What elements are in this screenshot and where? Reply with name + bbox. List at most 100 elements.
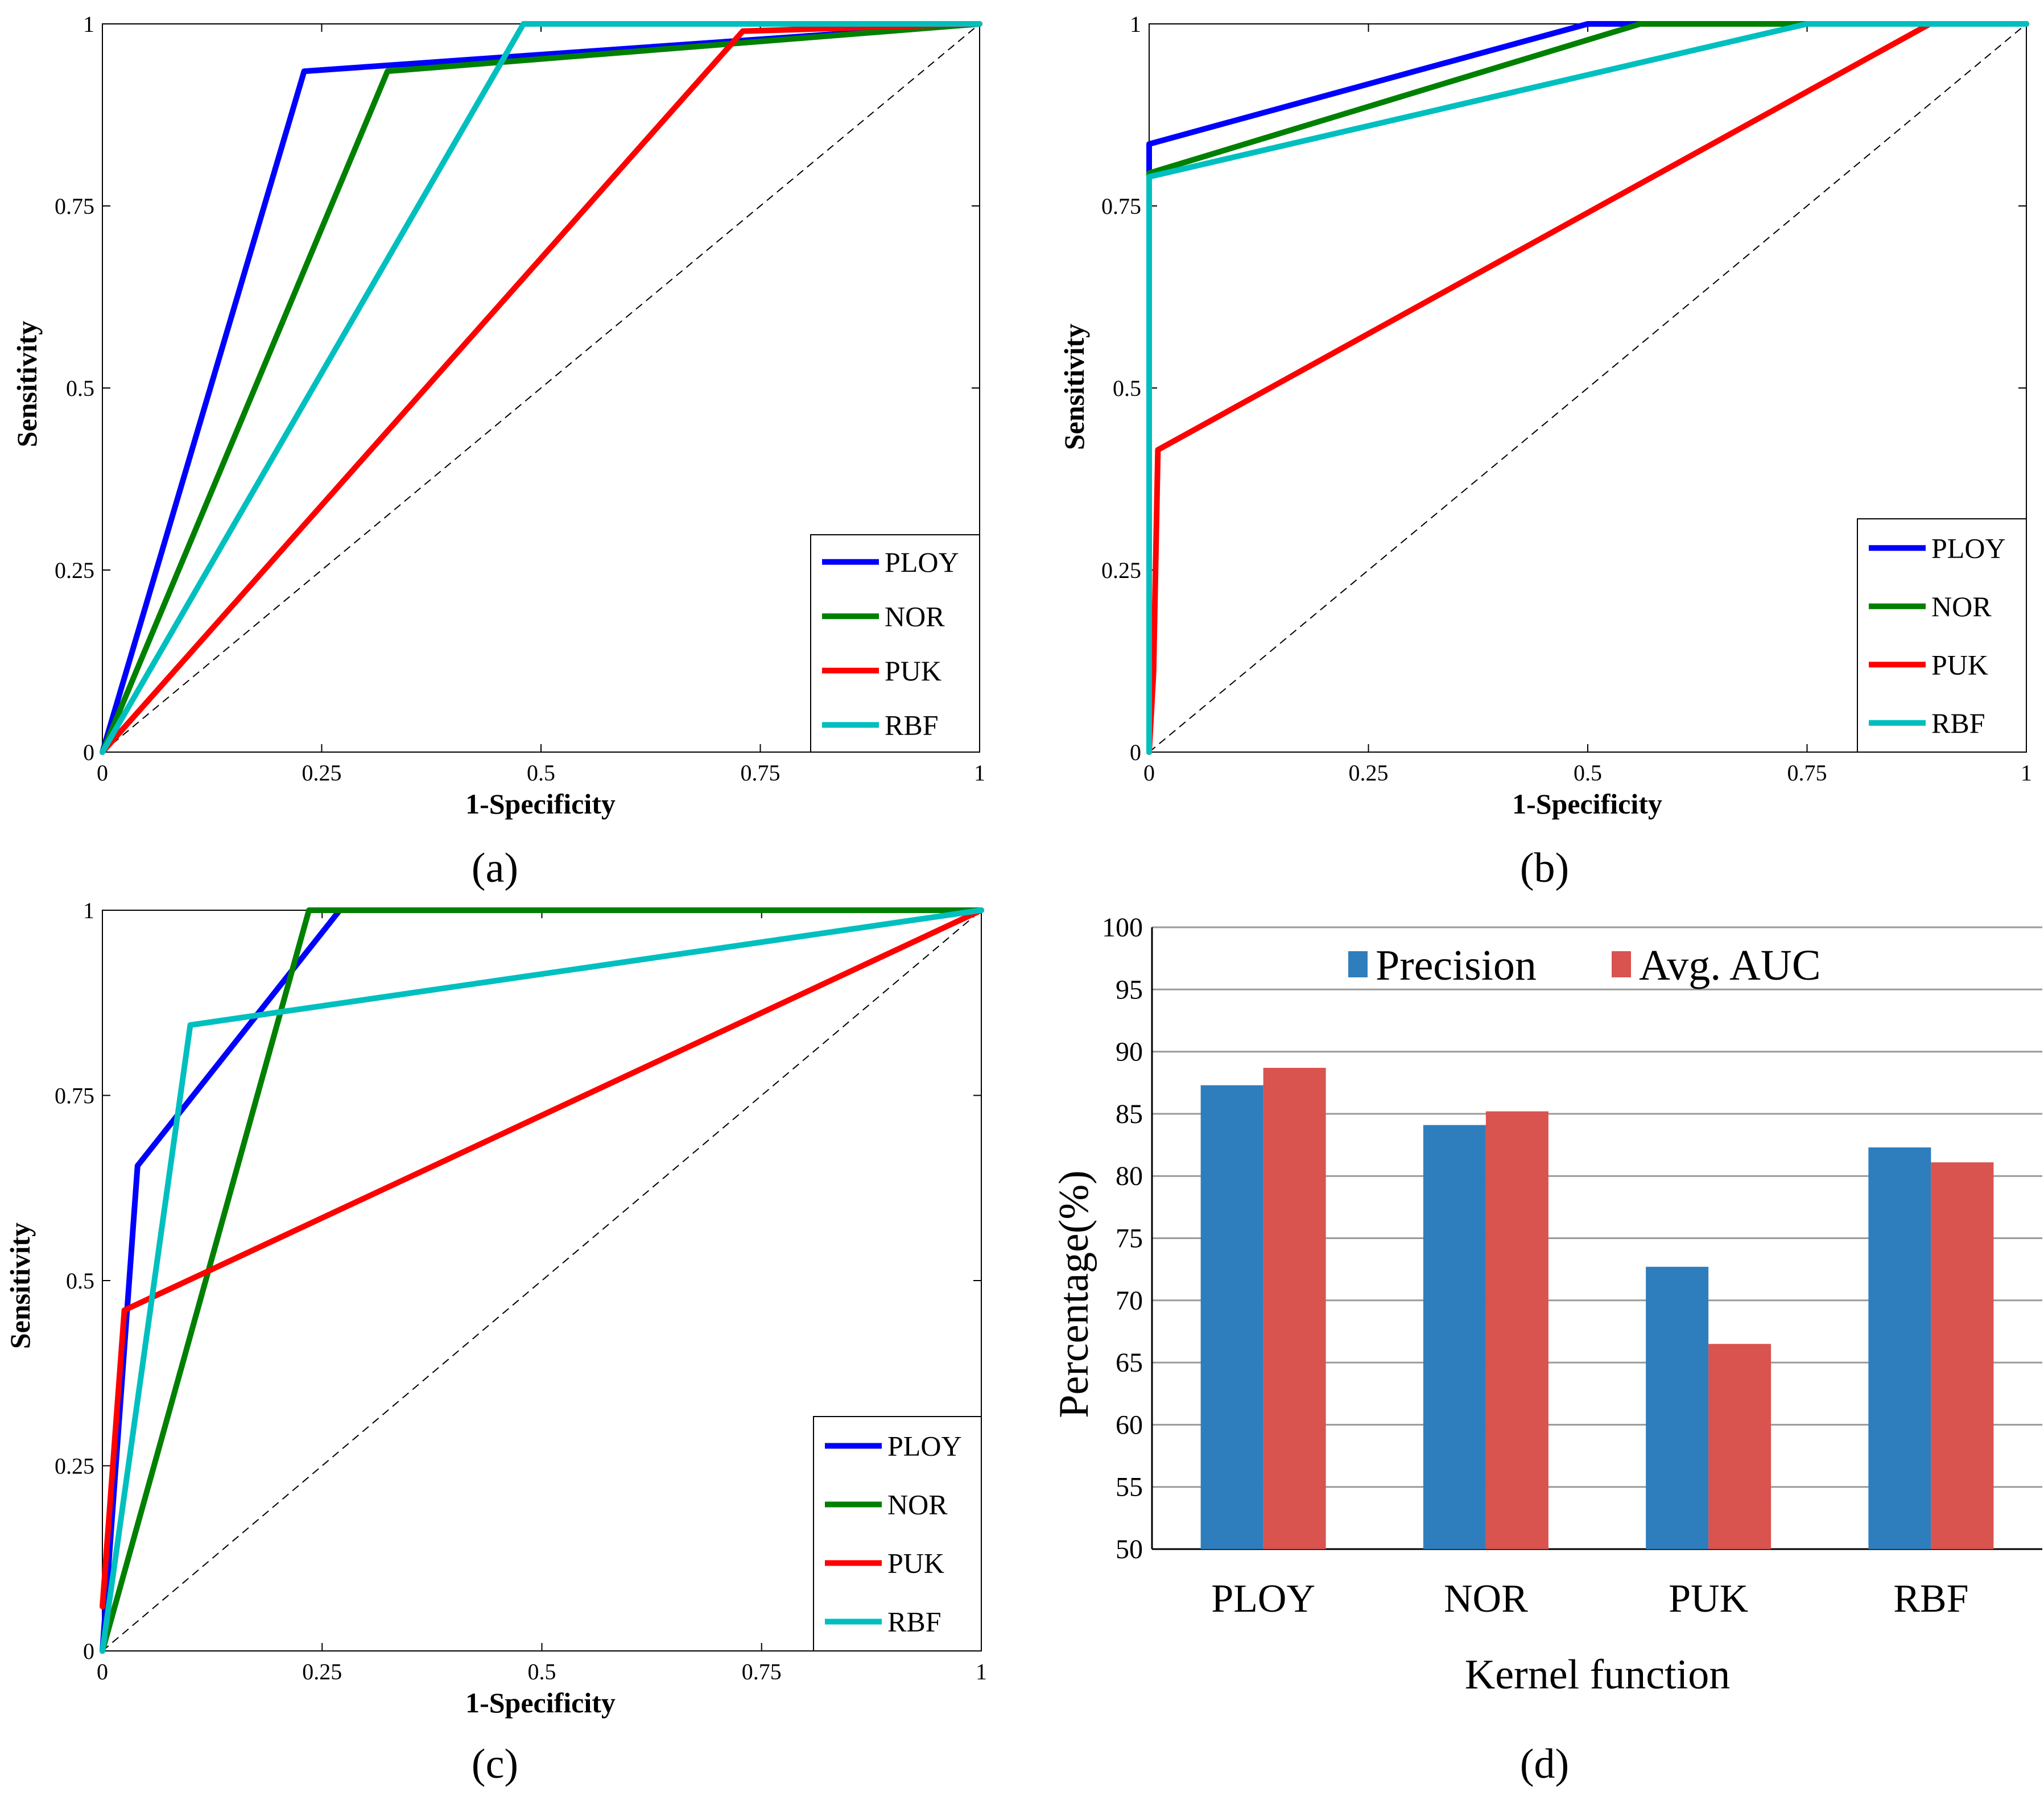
y-tick-label: 0.75	[55, 1083, 94, 1109]
panel-a-roc-chart: 0 0.25 0.5 0.75 100.250.50.751PLOYNORPUKRBF …	[11, 11, 985, 891]
panel-b-y-axis-title: Sensitivity	[1058, 324, 1090, 450]
x-category-label: PUK	[1669, 1577, 1748, 1621]
y-tick-label: 0.25	[1101, 558, 1141, 583]
x-category-label: PLOY	[1211, 1577, 1315, 1621]
roc-line-rbf	[1146, 21, 2029, 755]
x-tick-label: 0	[1143, 760, 1155, 786]
y-tick-label: 70	[1116, 1286, 1143, 1316]
panel-b-label: (b)	[1520, 845, 1569, 891]
x-tick-label: 0	[97, 1659, 108, 1684]
legend-box	[810, 534, 980, 753]
panel-d-x-axis-title: Kernel function	[1465, 1652, 1730, 1698]
y-tick-label: 0.5	[1113, 375, 1141, 401]
x-tick-label: 0.75	[741, 760, 781, 786]
x-tick-label: 0.25	[1349, 760, 1389, 786]
panel-c-label: (c)	[472, 1741, 518, 1787]
x-category-label: RBF	[1893, 1577, 1968, 1621]
bar-precision-nor	[1423, 1125, 1486, 1549]
legend-label-puk: PUK	[885, 655, 942, 687]
x-tick-label: 0	[97, 760, 108, 786]
x-tick-label: 0.5	[527, 760, 555, 786]
bar-avg-auc-nor	[1485, 1111, 1549, 1549]
panel-b-roc-chart: 0 0.25 0.5 0.75 100.250.50.751PLOYNORPUKRBF …	[1058, 11, 2032, 891]
panel-d-label: (d)	[1520, 1741, 1569, 1787]
legend-swatch-precision	[1348, 951, 1368, 977]
x-category-label: NOR	[1444, 1577, 1528, 1621]
x-tick-label: 0.75	[1787, 760, 1827, 786]
y-tick-label: 85	[1116, 1099, 1143, 1129]
legend-swatch-avg-auc	[1612, 951, 1631, 977]
y-tick-label: 0.75	[1101, 193, 1141, 219]
bar-avg-auc-puk	[1708, 1344, 1772, 1549]
legend-label-rbf: RBF	[885, 709, 939, 741]
bar-precision-rbf	[1868, 1147, 1931, 1549]
bar-avg-auc-ploy	[1263, 1068, 1326, 1549]
legend-label-ploy: PLOY	[885, 546, 959, 578]
legend-box	[1857, 518, 2027, 753]
legend-label-rbf: RBF	[1931, 707, 1985, 739]
y-tick-label: 100	[1102, 913, 1143, 943]
panel-a-label: (a)	[472, 845, 518, 891]
panel-b-x-axis-title: 1-Specificity	[1512, 788, 1662, 820]
legend-label-avg-auc: Avg. AUC	[1639, 942, 1821, 989]
diagonal-reference-line	[102, 23, 980, 753]
panel-c-roc-chart: 0 0.25 0.5 0.75 100.250.50.751PLOYNORPUKRBF …	[4, 898, 987, 1787]
y-tick-label: 1	[83, 898, 94, 923]
roc-line-rbf	[100, 907, 984, 1654]
legend-label-ploy: PLOY	[887, 1430, 962, 1462]
roc-line-rbf	[100, 21, 982, 755]
x-tick-label: 1	[976, 1659, 987, 1684]
panel-a-plot-area: 0 0.25 0.5 0.75 1 0 0.25 0.5 0.75 1 PLOY NOR PUK RBF	[55, 11, 985, 786]
y-tick-label: 55	[1116, 1472, 1143, 1502]
y-tick-label: 90	[1116, 1037, 1143, 1067]
diagonal-reference-line	[1149, 23, 2027, 753]
legend-label-puk: PUK	[887, 1547, 944, 1579]
legend-label-ploy: PLOY	[1931, 532, 2006, 564]
panel-b-plot-area: 0 0.25 0.5 0.75 1 0 0.25 0.5 0.75 1 PLOY NOR PUK RBF	[1101, 11, 2032, 786]
x-tick-label: 0.25	[302, 760, 342, 786]
roc-line-puk	[100, 907, 984, 1609]
roc-line-nor	[100, 907, 984, 1654]
legend-box	[813, 1416, 982, 1652]
bar-precision-puk	[1646, 1266, 1709, 1549]
legend-label-precision: Precision	[1376, 942, 1537, 989]
panel-d-y-axis-title: Percentage(%)	[1051, 1170, 1097, 1418]
legend-label-puk: PUK	[1931, 649, 1988, 680]
y-tick-label: 0.75	[55, 193, 94, 219]
y-tick-label: 1	[83, 11, 94, 37]
y-tick-label: 0.5	[66, 1268, 94, 1294]
y-tick-label: 0	[83, 1638, 94, 1664]
bar-avg-auc-rbf	[1931, 1162, 1994, 1549]
legend-label-nor: NOR	[887, 1489, 948, 1521]
legend-label-nor: NOR	[1931, 591, 1992, 622]
panel-c-plot-area: 0 0.25 0.5 0.75 1 0 0.25 0.5 0.75 1 PLOY NOR PUK RBF	[55, 898, 987, 1684]
x-tick-label: 0.5	[1574, 760, 1602, 786]
y-tick-label: 0	[1130, 740, 1141, 765]
y-tick-label: 0.25	[55, 1454, 94, 1479]
roc-line-nor	[100, 21, 982, 755]
panel-c-y-axis-title: Sensitivity	[4, 1223, 36, 1349]
panel-a-x-axis-title: 1-Specificity	[465, 788, 616, 820]
panel-c-x-axis-title: 1-Specificity	[465, 1687, 616, 1719]
y-tick-label: 95	[1116, 975, 1143, 1005]
bar-precision-ploy	[1200, 1085, 1263, 1549]
y-tick-label: 0	[83, 740, 94, 765]
x-tick-label: 0.75	[742, 1659, 782, 1684]
y-tick-label: 0.25	[55, 558, 94, 583]
panel-a-y-axis-title: Sensitivity	[11, 321, 43, 447]
y-tick-label: 80	[1116, 1161, 1143, 1191]
y-tick-label: 1	[1130, 11, 1141, 37]
y-tick-label: 50	[1116, 1534, 1143, 1564]
legend-label-rbf: RBF	[887, 1606, 942, 1638]
panel-d-plot-area: 50 55 60 65 70 75 80 85 90 95 100 PLOY NOR PUK RBF	[1102, 913, 2042, 1621]
x-tick-label: 0.5	[528, 1659, 556, 1684]
panel-d-bar-chart: 50 55 60 65 70 75 80 85 90 95 100 PLOY NOR PUK RBF Pre…	[1051, 913, 2042, 1787]
x-tick-label: 0.25	[302, 1659, 342, 1684]
y-tick-label: 0.5	[66, 375, 94, 401]
x-tick-label: 1	[2021, 760, 2032, 786]
panel-d-legend: Precision Avg. AUC	[1348, 942, 1821, 989]
y-tick-label: 60	[1116, 1410, 1143, 1440]
y-tick-label: 75	[1116, 1224, 1143, 1254]
y-tick-label: 65	[1116, 1348, 1143, 1378]
